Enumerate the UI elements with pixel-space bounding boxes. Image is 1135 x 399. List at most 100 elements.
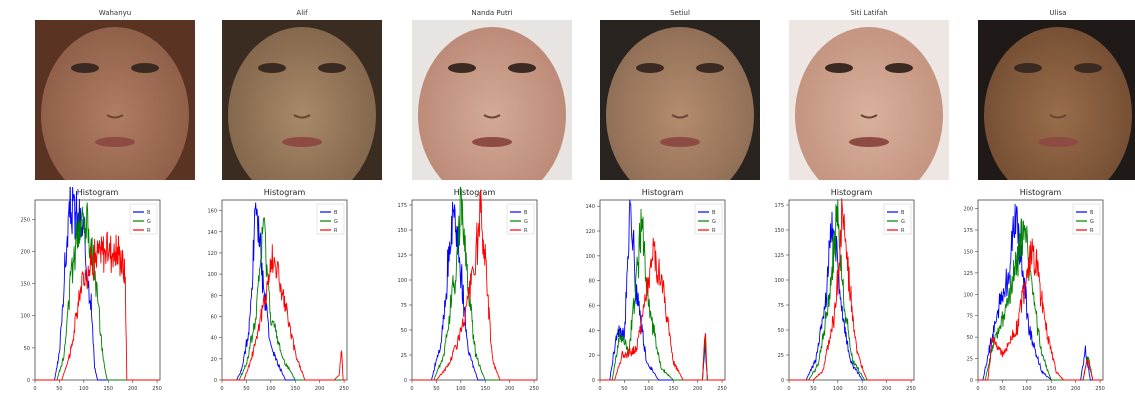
series-line-R bbox=[222, 244, 347, 381]
x-tick-label: 100 bbox=[1022, 386, 1032, 392]
photo-title: Setiul bbox=[670, 9, 690, 17]
y-tick-label: 50 bbox=[24, 346, 30, 352]
y-tick-label: 175 bbox=[397, 203, 407, 209]
y-tick-label: 0 bbox=[592, 378, 595, 384]
legend-label-R: R bbox=[524, 228, 528, 234]
chart-title: Histogram bbox=[77, 188, 119, 197]
y-tick-label: 50 bbox=[967, 335, 973, 341]
x-tick-label: 0 bbox=[787, 386, 790, 392]
y-tick-label: 80 bbox=[211, 293, 217, 299]
photo-title: Wahanyu bbox=[98, 9, 132, 17]
x-tick-label: 0 bbox=[33, 386, 36, 392]
panel-5: Siti Latifah Histogram 0 25 50 75 100 125 150 175… bbox=[774, 0, 969, 399]
legend-label-G: G bbox=[901, 219, 905, 225]
chart-title: Histogram bbox=[264, 188, 306, 197]
x-tick-label: 200 bbox=[128, 386, 138, 392]
photo-title: Siti Latifah bbox=[850, 9, 888, 17]
y-tick-label: 0 bbox=[970, 378, 973, 384]
legend-label-B: B bbox=[334, 210, 338, 216]
series-line-R bbox=[789, 198, 914, 381]
photo-title: Nanda Putri bbox=[471, 9, 513, 17]
y-tick-label: 40 bbox=[589, 328, 595, 334]
chart-title: Histogram bbox=[831, 188, 873, 197]
series-line-B bbox=[978, 203, 1103, 381]
y-tick-label: 140 bbox=[585, 204, 595, 210]
legend-label-R: R bbox=[147, 228, 151, 234]
y-tick-label: 0 bbox=[404, 378, 407, 384]
x-tick-label: 0 bbox=[976, 386, 979, 392]
x-tick-label: 100 bbox=[644, 386, 654, 392]
x-tick-label: 150 bbox=[103, 386, 113, 392]
series-line-R bbox=[600, 237, 725, 381]
legend-label-R: R bbox=[1090, 228, 1094, 234]
legend-label-B: B bbox=[712, 210, 716, 216]
y-tick-label: 25 bbox=[401, 353, 407, 359]
x-tick-label: 250 bbox=[152, 386, 162, 392]
face-photo bbox=[978, 20, 1135, 180]
y-tick-label: 150 bbox=[774, 228, 784, 234]
x-tick-label: 250 bbox=[1095, 386, 1105, 392]
photo-title: Ulisa bbox=[1049, 9, 1067, 17]
x-tick-label: 150 bbox=[668, 386, 678, 392]
legend-box bbox=[129, 203, 158, 235]
histogram-chart: Histogram 0 20 40 60 80 100 120 140 160 0 50 100 150 2… bbox=[207, 188, 349, 392]
x-tick-label: 200 bbox=[505, 386, 515, 392]
face-photo bbox=[222, 20, 382, 180]
y-tick-label: 100 bbox=[20, 314, 30, 320]
y-tick-label: 25 bbox=[967, 357, 973, 363]
legend-label-B: B bbox=[147, 210, 151, 216]
x-tick-label: 50 bbox=[999, 386, 1005, 392]
y-tick-label: 150 bbox=[20, 282, 30, 288]
y-tick-label: 0 bbox=[781, 378, 784, 384]
y-tick-label: 100 bbox=[774, 278, 784, 284]
y-tick-label: 150 bbox=[397, 228, 407, 234]
panel-2: Alif Histogram 0 20 40 60 80 100 120 140 160 0 50 100… bbox=[207, 0, 402, 399]
series-line-R bbox=[35, 231, 160, 381]
x-tick-label: 50 bbox=[243, 386, 249, 392]
x-tick-label: 150 bbox=[857, 386, 867, 392]
face-photo bbox=[789, 20, 949, 180]
y-tick-label: 75 bbox=[778, 303, 784, 309]
histogram-chart: Histogram 0 25 50 75 100 125 150 175 0 50 100 150 200… bbox=[774, 188, 916, 392]
x-tick-label: 50 bbox=[433, 386, 439, 392]
x-tick-label: 250 bbox=[339, 386, 349, 392]
legend-label-G: G bbox=[1090, 219, 1094, 225]
y-tick-label: 40 bbox=[211, 336, 217, 342]
y-tick-label: 100 bbox=[585, 254, 595, 260]
y-tick-label: 125 bbox=[774, 253, 784, 259]
series-line-R bbox=[412, 189, 537, 381]
y-tick-label: 25 bbox=[778, 353, 784, 359]
x-tick-label: 200 bbox=[882, 386, 892, 392]
x-tick-label: 250 bbox=[717, 386, 727, 392]
face-photo bbox=[412, 20, 572, 180]
panel-4: Setiul Histogram 0 20 40 60 80 100 120 140 0 50 100 1… bbox=[585, 0, 780, 399]
legend-label-B: B bbox=[1090, 210, 1094, 216]
x-tick-label: 0 bbox=[220, 386, 223, 392]
y-tick-label: 20 bbox=[589, 353, 595, 359]
x-tick-label: 250 bbox=[906, 386, 916, 392]
y-tick-label: 20 bbox=[211, 357, 217, 363]
photo-title: Alif bbox=[296, 9, 308, 17]
y-tick-label: 50 bbox=[401, 328, 407, 334]
y-tick-label: 125 bbox=[397, 253, 407, 259]
y-tick-label: 80 bbox=[589, 279, 595, 285]
x-tick-label: 150 bbox=[480, 386, 490, 392]
y-tick-label: 75 bbox=[967, 314, 973, 320]
y-tick-label: 75 bbox=[401, 303, 407, 309]
histogram-chart: Histogram 0 20 40 60 80 100 120 140 0 50 100 150 200 2… bbox=[585, 188, 727, 392]
x-tick-label: 100 bbox=[456, 386, 466, 392]
y-tick-label: 160 bbox=[207, 209, 217, 215]
y-tick-label: 120 bbox=[585, 229, 595, 235]
y-tick-label: 140 bbox=[207, 230, 217, 236]
legend-box bbox=[316, 203, 345, 235]
y-tick-label: 200 bbox=[20, 249, 30, 255]
legend-box bbox=[506, 203, 535, 235]
x-tick-label: 200 bbox=[693, 386, 703, 392]
y-tick-label: 0 bbox=[214, 378, 217, 384]
x-tick-label: 0 bbox=[598, 386, 601, 392]
y-tick-label: 100 bbox=[397, 278, 407, 284]
chart-title: Histogram bbox=[1020, 188, 1062, 197]
legend-box bbox=[694, 203, 723, 235]
y-tick-label: 175 bbox=[963, 228, 973, 234]
x-tick-label: 0 bbox=[410, 386, 413, 392]
